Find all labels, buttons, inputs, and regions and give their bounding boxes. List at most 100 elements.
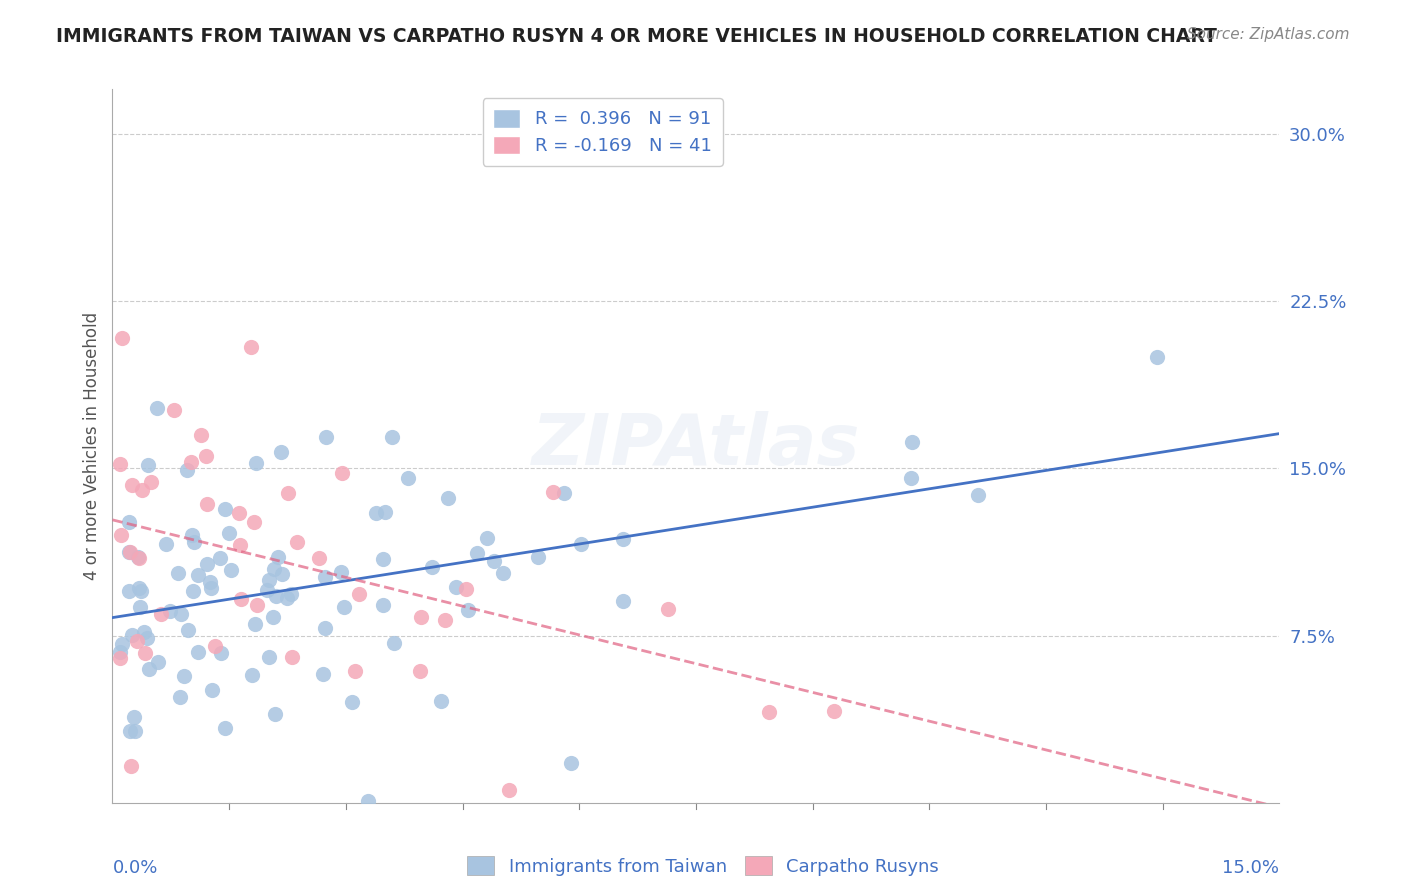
Point	[315, 429, 337, 443]
Point	[245, 456, 267, 470]
Point	[111, 331, 134, 345]
Point	[121, 478, 143, 492]
Point	[373, 599, 395, 613]
Point	[221, 564, 243, 578]
Point	[177, 624, 200, 638]
Point	[187, 645, 209, 659]
Point	[120, 759, 142, 773]
Point	[482, 554, 505, 568]
Point	[229, 538, 252, 552]
Point	[136, 458, 159, 472]
Point	[342, 695, 364, 709]
Point	[900, 471, 922, 485]
Point	[312, 667, 335, 681]
Point	[138, 662, 160, 676]
Point	[276, 591, 298, 605]
Point	[396, 471, 419, 485]
Point	[382, 636, 405, 650]
Point	[330, 565, 353, 579]
Point	[267, 549, 290, 564]
Point	[281, 649, 304, 664]
Point	[434, 613, 457, 627]
Point	[146, 401, 169, 416]
Point	[465, 546, 488, 560]
Point	[139, 475, 162, 490]
Text: ZIPAtlas: ZIPAtlas	[531, 411, 860, 481]
Point	[214, 721, 236, 735]
Point	[117, 515, 139, 529]
Point	[569, 537, 592, 551]
Point	[204, 639, 226, 653]
Point	[163, 403, 186, 417]
Point	[277, 486, 299, 500]
Point	[195, 497, 218, 511]
Point	[176, 462, 198, 476]
Point	[170, 607, 193, 622]
Point	[444, 580, 467, 594]
Point	[256, 582, 278, 597]
Point	[408, 664, 430, 678]
Point	[173, 669, 195, 683]
Point	[110, 457, 132, 471]
Point	[127, 549, 149, 564]
Point	[190, 427, 212, 442]
Point	[257, 573, 280, 587]
Point	[364, 507, 387, 521]
Point	[181, 527, 204, 541]
Point	[131, 483, 153, 498]
Point	[128, 551, 150, 566]
Point	[209, 646, 232, 660]
Point	[125, 634, 148, 648]
Point	[411, 610, 433, 624]
Point	[330, 466, 353, 480]
Point	[553, 485, 575, 500]
Point	[492, 566, 515, 580]
Point	[374, 505, 396, 519]
Point	[270, 444, 292, 458]
Point	[111, 637, 134, 651]
Point	[110, 650, 132, 665]
Point	[314, 570, 336, 584]
Point	[257, 649, 280, 664]
Point	[228, 506, 250, 520]
Point	[357, 794, 380, 808]
Point	[758, 705, 780, 719]
Point	[135, 631, 157, 645]
Point	[308, 551, 330, 566]
Point	[167, 566, 190, 580]
Point	[243, 515, 266, 529]
Point	[541, 484, 564, 499]
Point	[271, 567, 294, 582]
Text: IMMIGRANTS FROM TAIWAN VS CARPATHO RUSYN 4 OR MORE VEHICLES IN HOUSEHOLD CORRELA: IMMIGRANTS FROM TAIWAN VS CARPATHO RUSYN…	[56, 27, 1218, 45]
Point	[263, 562, 285, 576]
Point	[280, 587, 302, 601]
Point	[181, 584, 204, 599]
Point	[657, 601, 679, 615]
Point	[347, 587, 370, 601]
Point	[198, 575, 221, 590]
Point	[498, 783, 520, 797]
Point	[200, 581, 222, 595]
Point	[187, 567, 209, 582]
Point	[195, 449, 218, 463]
Point	[527, 549, 550, 564]
Point	[118, 584, 141, 599]
Point	[183, 535, 205, 549]
Point	[159, 604, 181, 618]
Point	[195, 557, 218, 571]
Point	[381, 430, 404, 444]
Legend: R =  0.396   N = 91, R = -0.169   N = 41: R = 0.396 N = 91, R = -0.169 N = 41	[482, 98, 723, 166]
Point	[333, 599, 356, 614]
Legend: Immigrants from Taiwan, Carpatho Rusyns: Immigrants from Taiwan, Carpatho Rusyns	[460, 849, 946, 883]
Point	[967, 488, 990, 502]
Point	[422, 560, 444, 574]
Point	[128, 600, 150, 615]
Point	[201, 682, 224, 697]
Point	[371, 552, 394, 566]
Point	[263, 707, 285, 722]
Point	[612, 594, 634, 608]
Point	[146, 655, 169, 669]
Point	[245, 617, 267, 632]
Point	[150, 607, 173, 622]
Point	[124, 724, 146, 739]
